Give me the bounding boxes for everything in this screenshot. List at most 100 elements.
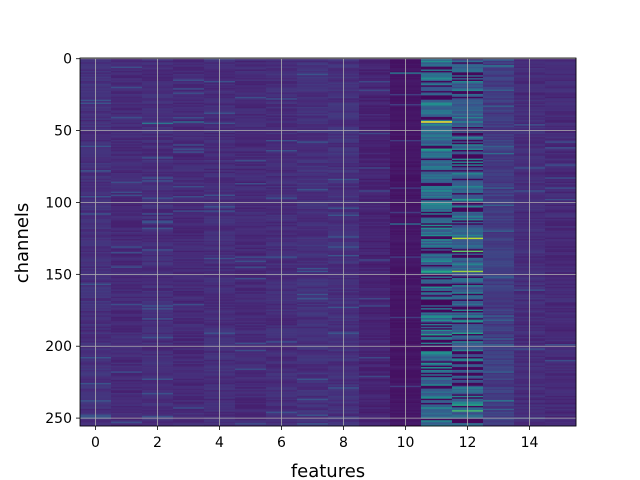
heatmap-cell (421, 62, 453, 65)
heatmap-cell (421, 184, 453, 187)
heatmap-cell (235, 168, 267, 171)
heatmap-cell (173, 213, 205, 216)
heatmap-cell (111, 101, 143, 103)
heatmap-cell (421, 403, 453, 405)
heatmap-cell (111, 329, 143, 332)
heatmap-cell (483, 137, 515, 139)
heatmap-cell (297, 413, 329, 415)
heatmap-cell (173, 253, 205, 256)
heatmap-cell (545, 168, 577, 171)
heatmap-cell (235, 91, 267, 93)
heatmap-cell (111, 260, 143, 263)
heatmap-cell (359, 75, 391, 78)
heatmap-cell (297, 188, 329, 191)
heatmap-cell (297, 170, 329, 172)
heatmap-cell (421, 259, 453, 262)
heatmap-cell (297, 250, 329, 253)
heatmap-cell (359, 105, 391, 108)
heatmap-cell (173, 256, 205, 259)
heatmap-cell (545, 341, 577, 343)
heatmap-cell (173, 279, 205, 282)
heatmap-cell (483, 68, 515, 70)
heatmap-cell (483, 62, 515, 65)
heatmap-cell (359, 300, 391, 303)
heatmap-cell (297, 68, 329, 70)
heatmap-cell (545, 151, 577, 154)
heatmap-cell (111, 286, 143, 289)
heatmap-cell (483, 184, 515, 187)
heatmap-cell (545, 101, 577, 103)
heatmap-cell (111, 282, 143, 285)
heatmap-cell (421, 400, 453, 402)
heatmap-cell (483, 119, 515, 122)
heatmap-cell (545, 174, 577, 177)
heatmap-cell (111, 372, 143, 375)
heatmap-cell (111, 211, 143, 214)
heatmap-cell (545, 200, 577, 203)
heatmap-cell (235, 413, 267, 415)
heatmap-cell (235, 277, 267, 280)
heatmap-cell (421, 187, 453, 190)
heatmap-cell (483, 421, 515, 424)
heatmap-cell (235, 142, 267, 145)
heatmap-cell (359, 109, 391, 112)
heatmap-cell (111, 263, 143, 266)
heatmap-cell (173, 144, 205, 147)
heatmap-cell (111, 346, 143, 349)
heatmap-cell (111, 60, 143, 63)
heatmap-cell (359, 198, 391, 201)
heatmap-cell (483, 167, 515, 170)
heatmap-cell (483, 174, 515, 177)
heatmap-cell (421, 249, 453, 251)
heatmap-cell (545, 184, 577, 187)
heatmap-cell (483, 243, 515, 246)
heatmap-cell (421, 137, 453, 139)
heatmap-cell (483, 73, 515, 76)
heatmap-cell (483, 256, 515, 259)
heatmap-cell (359, 272, 391, 274)
heatmap-cell (545, 257, 577, 260)
heatmap-cell (297, 78, 329, 80)
heatmap-cell (173, 305, 205, 308)
heatmap-cell (359, 76, 391, 79)
heatmap-cell (421, 73, 453, 76)
heatmap-cell (545, 336, 577, 339)
heatmap-cell (297, 296, 329, 299)
heatmap-cell (545, 250, 577, 253)
heatmap-cell (173, 167, 205, 170)
heatmap-cell (545, 157, 577, 159)
heatmap-cell (483, 142, 515, 145)
heatmap-cell (111, 208, 143, 211)
heatmap-cell (297, 415, 329, 418)
heatmap-cell (235, 253, 267, 256)
heatmap-cell (235, 250, 267, 253)
heatmap-cell (545, 253, 577, 256)
heatmap-cell (359, 142, 391, 145)
heatmap-cell (421, 102, 453, 105)
heatmap-cell (173, 263, 205, 266)
heatmap-cell (235, 148, 267, 151)
heatmap-cell (297, 220, 329, 223)
heatmap-cell (173, 115, 205, 118)
heatmap-cell (111, 239, 143, 241)
heatmap-cell (111, 137, 143, 139)
heatmap-cell (421, 119, 453, 122)
heatmap-cell (359, 83, 391, 86)
heatmap-cell (483, 164, 515, 167)
heatmap-cell (545, 300, 577, 303)
heatmap-cell (173, 385, 205, 388)
heatmap-cell (111, 377, 143, 379)
heatmap-cell (297, 216, 329, 218)
heatmap-cell (111, 401, 143, 404)
heatmap-cell (359, 188, 391, 191)
heatmap-cell (173, 348, 205, 351)
heatmap-cell (173, 158, 205, 161)
heatmap-cell (111, 415, 143, 418)
heatmap-cell (173, 214, 205, 217)
y-tick-label: 250 (45, 411, 72, 427)
heatmap-cell (483, 114, 515, 116)
heatmap-cell (111, 242, 143, 244)
heatmap-cell (359, 299, 391, 302)
heatmap-cell (297, 276, 329, 279)
heatmap-cell (111, 243, 143, 246)
